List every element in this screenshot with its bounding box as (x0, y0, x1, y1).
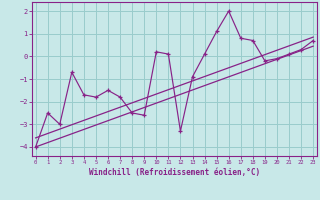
X-axis label: Windchill (Refroidissement éolien,°C): Windchill (Refroidissement éolien,°C) (89, 168, 260, 177)
